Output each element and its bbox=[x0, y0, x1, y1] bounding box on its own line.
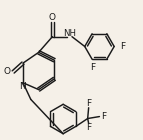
Text: F: F bbox=[120, 42, 126, 51]
Text: F: F bbox=[86, 99, 91, 108]
Text: N: N bbox=[20, 82, 26, 91]
Text: O: O bbox=[4, 67, 11, 76]
Text: O: O bbox=[49, 13, 56, 22]
Text: F: F bbox=[91, 63, 96, 72]
Text: F: F bbox=[86, 123, 91, 132]
Text: NH: NH bbox=[63, 29, 77, 38]
Text: F: F bbox=[101, 112, 106, 121]
